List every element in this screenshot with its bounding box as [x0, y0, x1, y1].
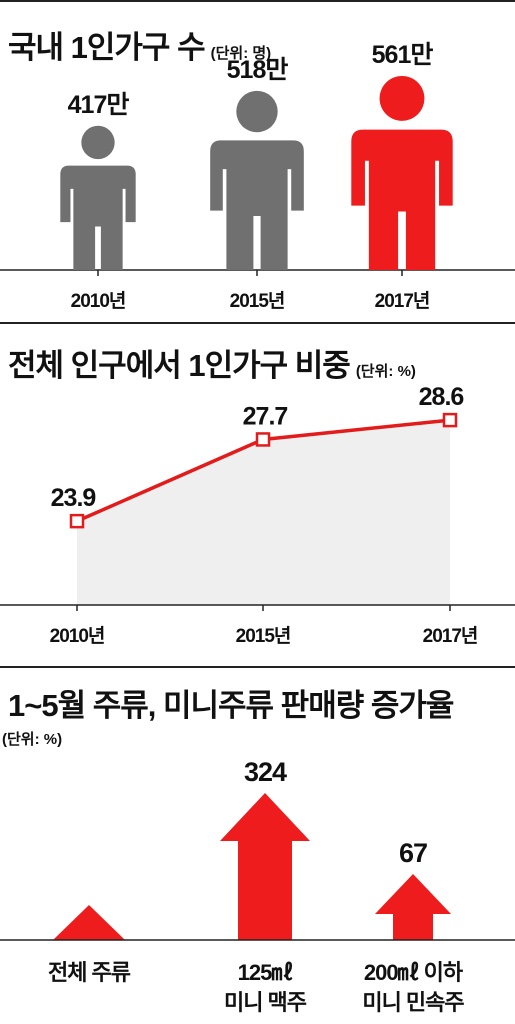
alcohol-title: 1~5월 주류, 미니주류 판매량 증가율: [8, 688, 454, 723]
growth-arrow: [53, 905, 125, 940]
households-value-label: 561만: [372, 41, 434, 69]
households-title: 국내 1인가구 수: [8, 30, 206, 65]
section-divider-1: [0, 322, 515, 324]
ratio-value-label: 28.6: [419, 383, 464, 411]
person-body: [210, 140, 304, 270]
ratio-unit: (단위: %): [355, 363, 416, 380]
households-x-label: 2010년: [71, 290, 126, 312]
ratio-point: [442, 412, 458, 428]
alcohol-x-label: 200㎖ 이하: [364, 960, 464, 985]
ratio-point: [255, 432, 271, 447]
ratio-value-label: 27.7: [243, 402, 288, 430]
growth-arrow: [220, 793, 310, 940]
alcohol-value-label: 67: [399, 838, 427, 868]
person-body: [60, 165, 136, 270]
alcohol-x-label: 미니 맥주: [224, 990, 307, 1015]
person-body: [351, 129, 453, 270]
alcohol-x-label: 125㎖: [238, 960, 294, 985]
top-rule: [0, 0, 515, 2]
alcohol-unit: (단위: %): [2, 731, 63, 748]
households-value-label: 518만: [227, 56, 289, 84]
alcohol-x-label: 전체 주류: [48, 960, 131, 985]
ratio-area: [77, 420, 450, 605]
growth-arrow: [375, 874, 451, 940]
ratio-point: [69, 513, 85, 529]
person-head: [81, 125, 115, 160]
person-icon: [210, 90, 304, 270]
ratio-x-label: 2015년: [236, 625, 291, 647]
households-unit: (단위: 명): [210, 45, 272, 62]
households-value-label: 417만: [68, 91, 130, 119]
households-chart: 417만 2010년 518만 2015년 561만 2017년: [0, 41, 515, 312]
alcohol-x-label: 미니 민속주: [362, 990, 464, 1015]
alcohol-value-label: 324: [244, 757, 287, 787]
ratio-value-label: 23.9: [51, 484, 96, 512]
person-head: [379, 75, 425, 121]
ratio-x-label: 2010년: [50, 625, 105, 647]
ratio-chart: 23.9 2010년 27.7 2015년 28.6 2017년: [0, 383, 515, 647]
ratio-x-label: 2017년: [423, 625, 478, 647]
households-x-label: 2017년: [375, 290, 430, 312]
person-head: [236, 90, 278, 133]
households-x-label: 2015년: [230, 290, 285, 312]
person-icon: [60, 125, 136, 270]
person-icon: [351, 75, 453, 270]
households-title-row: 국내 1인가구 수 (단위: 명): [8, 22, 271, 67]
ratio-title: 전체 인구에서 1인가구 비중: [8, 348, 351, 383]
section-divider-2: [0, 666, 515, 668]
ratio-title-row: 전체 인구에서 1인가구 비중 (단위: %): [8, 340, 416, 385]
